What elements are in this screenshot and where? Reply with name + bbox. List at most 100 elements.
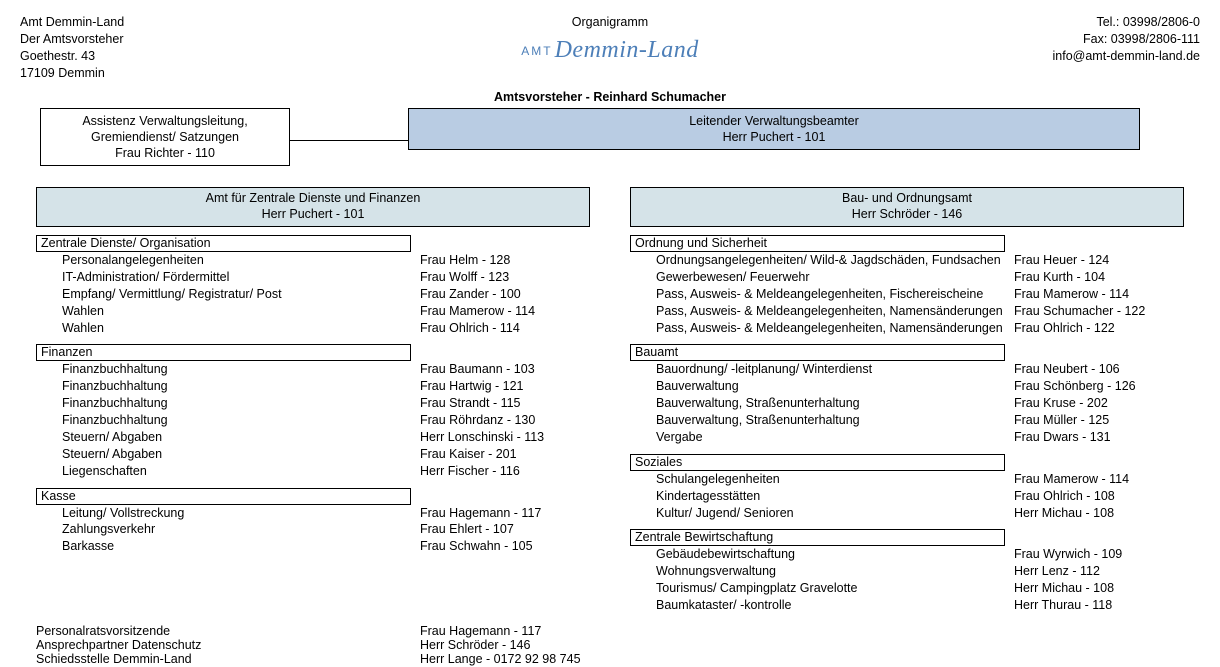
footer-person: Herr Lange - 0172 92 98 745 <box>420 652 1184 666</box>
list-item: FinanzbuchhaltungFrau Strandt - 115 <box>62 395 590 412</box>
item-name: Finanzbuchhaltung <box>62 395 420 412</box>
doc-title: Organigramm <box>521 14 699 32</box>
item-person: Frau Ehlert - 107 <box>420 521 590 538</box>
item-person: Herr Michau - 108 <box>1014 505 1184 522</box>
item-person: Herr Thurau - 118 <box>1014 597 1184 614</box>
item-person: Frau Ohlrich - 108 <box>1014 488 1184 505</box>
section-header: Kasse <box>36 488 411 505</box>
contact-tel: Tel.: 03998/2806-0 <box>699 14 1200 31</box>
item-person: Herr Michau - 108 <box>1014 580 1184 597</box>
dept-head: Herr Schröder - 146 <box>635 206 1179 222</box>
item-name: Gewerbewesen/ Feuerwehr <box>656 269 1014 286</box>
org-name: Amt Demmin-Land <box>20 14 521 31</box>
list-item: VergabeFrau Dwars - 131 <box>656 429 1184 446</box>
item-name: Bauordnung/ -leitplanung/ Winterdienst <box>656 361 1014 378</box>
list-item: Bauverwaltung, StraßenunterhaltungFrau K… <box>656 395 1184 412</box>
item-person: Frau Kurth - 104 <box>1014 269 1184 286</box>
section-header: Zentrale Bewirtschaftung <box>630 529 1005 546</box>
section-header: Zentrale Dienste/ Organisation <box>36 235 411 252</box>
item-name: Zahlungsverkehr <box>62 521 420 538</box>
list-item: Bauordnung/ -leitplanung/ WinterdienstFr… <box>656 361 1184 378</box>
item-name: Finanzbuchhaltung <box>62 361 420 378</box>
item-name: Kultur/ Jugend/ Senioren <box>656 505 1014 522</box>
assist-l2: Gremiendienst/ Satzungen <box>45 129 285 145</box>
list-item: Steuern/ AbgabenHerr Lonschinski - 113 <box>62 429 590 446</box>
footer-person: Herr Schröder - 146 <box>420 638 1184 652</box>
item-name: IT-Administration/ Fördermittel <box>62 269 420 286</box>
list-item: Kultur/ Jugend/ SeniorenHerr Michau - 10… <box>656 505 1184 522</box>
leader-l2: Herr Puchert - 101 <box>413 129 1135 145</box>
dept-row: Amt für Zentrale Dienste und FinanzenHer… <box>0 187 1220 614</box>
item-name: Tourismus/ Campingplatz Gravelotte <box>656 580 1014 597</box>
dept-box: Bau- und OrdnungsamtHerr Schröder - 146 <box>630 187 1184 228</box>
section-items: GebäudebewirtschaftungFrau Wyrwich - 109… <box>656 546 1184 614</box>
item-person: Frau Müller - 125 <box>1014 412 1184 429</box>
logo: AMTDemmin-Land <box>521 34 699 68</box>
list-item: Leitung/ VollstreckungFrau Hagemann - 11… <box>62 505 590 522</box>
item-person: Frau Dwars - 131 <box>1014 429 1184 446</box>
item-person: Frau Mamerow - 114 <box>1014 471 1184 488</box>
list-item: Empfang/ Vermittlung/ Registratur/ PostF… <box>62 286 590 303</box>
item-person: Frau Schumacher - 122 <box>1014 303 1184 320</box>
logo-main: Demmin-Land <box>555 37 699 63</box>
list-item: BauverwaltungFrau Schönberg - 126 <box>656 378 1184 395</box>
list-item: LiegenschaftenHerr Fischer - 116 <box>62 463 590 480</box>
item-name: Leitung/ Vollstreckung <box>62 505 420 522</box>
connector-line <box>289 140 409 173</box>
assist-box: Assistenz Verwaltungsleitung, Gremiendie… <box>40 108 290 167</box>
list-item: SchulangelegenheitenFrau Mamerow - 114 <box>656 471 1184 488</box>
chief-line: Amtsvorsteher - Reinhard Schumacher <box>0 90 1220 104</box>
section-header: Bauamt <box>630 344 1005 361</box>
section-items: PersonalangelegenheitenFrau Helm - 128IT… <box>62 252 590 336</box>
list-item: FinanzbuchhaltungFrau Röhrdanz - 130 <box>62 412 590 429</box>
leader-box: Leitender Verwaltungsbeamter Herr Pucher… <box>408 108 1140 151</box>
list-item: Pass, Ausweis- & Meldeangelegenheiten, F… <box>656 286 1184 303</box>
item-person: Herr Fischer - 116 <box>420 463 590 480</box>
item-name: Finanzbuchhaltung <box>62 378 420 395</box>
item-name: Schulangelegenheiten <box>656 471 1014 488</box>
item-person: Frau Hagemann - 117 <box>420 505 590 522</box>
org-role: Der Amtsvorsteher <box>20 31 521 48</box>
item-person: Frau Kruse - 202 <box>1014 395 1184 412</box>
item-person: Frau Mamerow - 114 <box>420 303 590 320</box>
item-person: Frau Hartwig - 121 <box>420 378 590 395</box>
item-name: Empfang/ Vermittlung/ Registratur/ Post <box>62 286 420 303</box>
item-name: Bauverwaltung <box>656 378 1014 395</box>
item-name: Wahlen <box>62 320 420 337</box>
item-person: Frau Strandt - 115 <box>420 395 590 412</box>
assist-l3: Frau Richter - 110 <box>45 145 285 161</box>
dept-col-0: Amt für Zentrale Dienste und FinanzenHer… <box>36 187 590 614</box>
list-item: Baumkataster/ -kontrolleHerr Thurau - 11… <box>656 597 1184 614</box>
header-center: Organigramm AMTDemmin-Land <box>521 14 699 82</box>
org-street: Goethestr. 43 <box>20 48 521 65</box>
dept-title: Bau- und Ordnungsamt <box>635 190 1179 206</box>
list-item: Pass, Ausweis- & Meldeangelegenheiten, N… <box>656 320 1184 337</box>
item-name: Steuern/ Abgaben <box>62 429 420 446</box>
list-item: Tourismus/ Campingplatz GravelotteHerr M… <box>656 580 1184 597</box>
header-right: Tel.: 03998/2806-0 Fax: 03998/2806-111 i… <box>699 14 1200 82</box>
contact-fax: Fax: 03998/2806-111 <box>699 31 1200 48</box>
item-person: Frau Ohlrich - 122 <box>1014 320 1184 337</box>
item-name: Ordnungsangelegenheiten/ Wild-& Jagdschä… <box>656 252 1014 269</box>
section-header: Soziales <box>630 454 1005 471</box>
list-item: WahlenFrau Ohlrich - 114 <box>62 320 590 337</box>
item-name: Vergabe <box>656 429 1014 446</box>
list-item: PersonalangelegenheitenFrau Helm - 128 <box>62 252 590 269</box>
list-item: WohnungsverwaltungHerr Lenz - 112 <box>656 563 1184 580</box>
contact-mail: info@amt-demmin-land.de <box>699 48 1200 65</box>
item-name: Gebäudebewirtschaftung <box>656 546 1014 563</box>
item-person: Herr Lonschinski - 113 <box>420 429 590 446</box>
section-items: Leitung/ VollstreckungFrau Hagemann - 11… <box>62 505 590 556</box>
logo-prefix: AMT <box>521 44 552 58</box>
section-header: Finanzen <box>36 344 411 361</box>
list-item: Bauverwaltung, StraßenunterhaltungFrau M… <box>656 412 1184 429</box>
item-name: Finanzbuchhaltung <box>62 412 420 429</box>
header-left: Amt Demmin-Land Der Amtsvorsteher Goethe… <box>20 14 521 82</box>
list-item: IT-Administration/ FördermittelFrau Wolf… <box>62 269 590 286</box>
dept-head: Herr Puchert - 101 <box>41 206 585 222</box>
footer-role: Ansprechpartner Datenschutz <box>36 638 420 652</box>
list-item: KindertagesstättenFrau Ohlrich - 108 <box>656 488 1184 505</box>
footer-person: Frau Hagemann - 117 <box>420 624 1184 638</box>
list-item: Ordnungsangelegenheiten/ Wild-& Jagdschä… <box>656 252 1184 269</box>
item-name: Bauverwaltung, Straßenunterhaltung <box>656 395 1014 412</box>
